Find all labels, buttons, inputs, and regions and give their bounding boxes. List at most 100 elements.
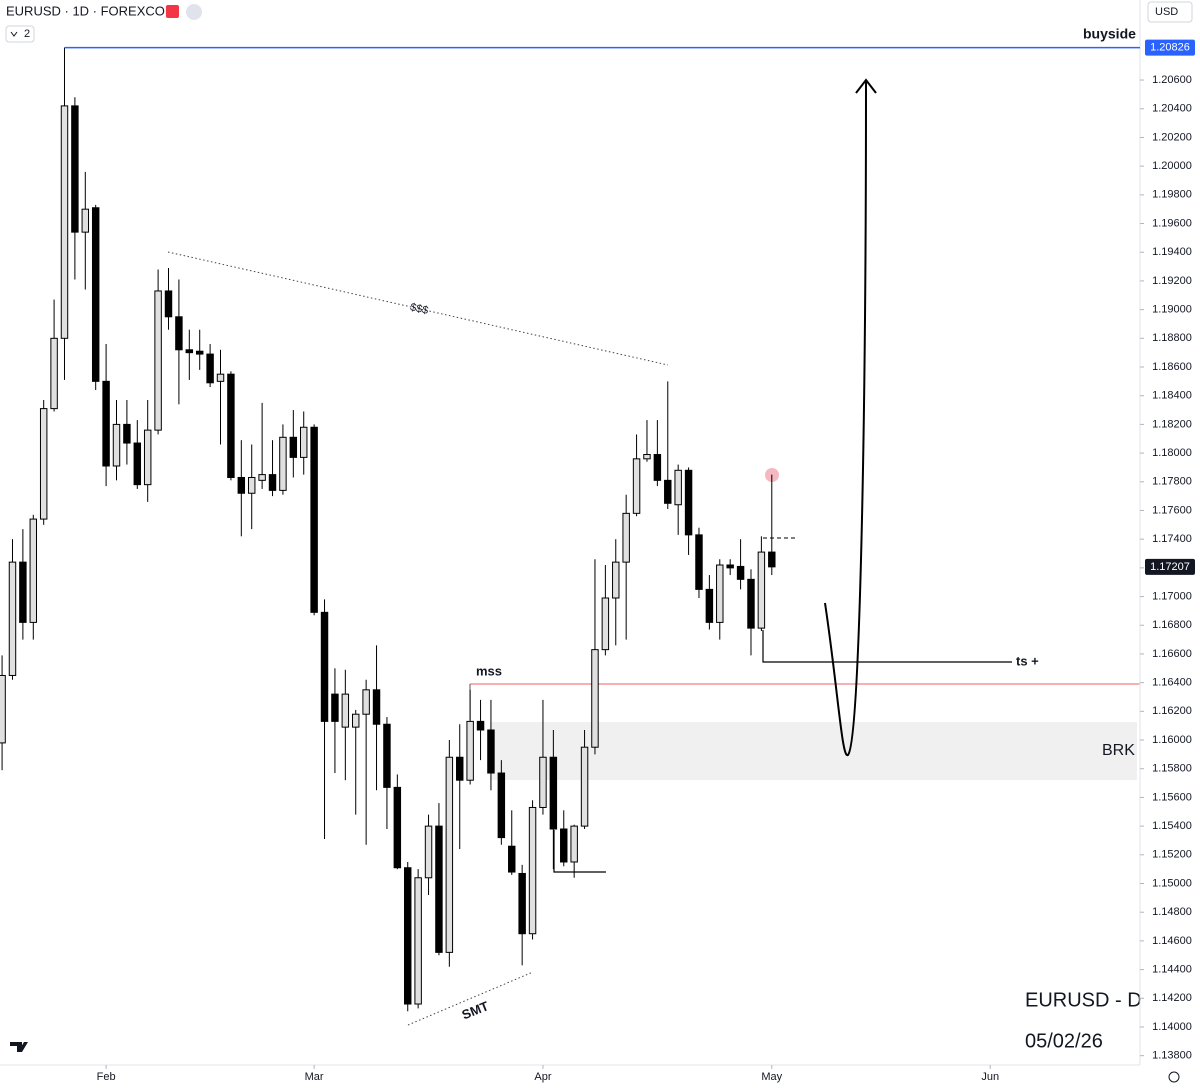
- candle-body: [549, 756, 558, 830]
- candle-body: [268, 474, 277, 491]
- candle-body: [310, 426, 318, 613]
- x-tick-label: Jun: [981, 1071, 999, 1083]
- candle-body: [487, 729, 495, 774]
- y-tick-label: 1.20200: [1152, 131, 1192, 143]
- y-tick-label: 1.15200: [1152, 849, 1192, 861]
- candle-body: [695, 534, 703, 590]
- candle-body: [112, 423, 121, 467]
- y-tick-label: 1.15600: [1152, 791, 1192, 803]
- candle-body: [684, 469, 693, 536]
- scale-button-label[interactable]: 2: [24, 28, 30, 40]
- projection-path: [824, 81, 867, 757]
- y-tick-label: 1.16800: [1152, 619, 1192, 631]
- y-tick-label: 1.15400: [1152, 820, 1192, 832]
- candle-body: [570, 825, 578, 863]
- candle-body: [50, 337, 58, 410]
- candle-body: [352, 713, 360, 728]
- flag-icon: [166, 5, 179, 18]
- candle-body: [601, 597, 610, 651]
- y-tick-label: 1.20400: [1152, 103, 1192, 115]
- candle-body: [518, 872, 526, 935]
- currency-button[interactable]: [1147, 1, 1193, 23]
- y-tick-label: 1.19400: [1152, 246, 1192, 258]
- symbol-title: EURUSD · 1D · FOREXCOM: [6, 3, 176, 18]
- candle-body: [591, 649, 599, 748]
- candle-body: [383, 723, 391, 788]
- y-tick-label: 1.14400: [1152, 963, 1192, 975]
- y-tick-label: 1.14600: [1152, 935, 1192, 947]
- candles: [0, 47, 776, 1012]
- x-tick-label: Feb: [97, 1071, 116, 1083]
- y-tick-label: 1.17000: [1152, 590, 1192, 602]
- y-tick-label: 1.16200: [1152, 705, 1192, 717]
- candle-body: [424, 825, 433, 879]
- candle-body: [133, 442, 142, 486]
- candle-body: [580, 746, 589, 827]
- candle-body: [466, 720, 474, 781]
- price-label-box: [1145, 39, 1195, 56]
- candle-body: [560, 828, 568, 863]
- mss-label: mss: [476, 663, 502, 678]
- candle-body: [289, 436, 298, 458]
- header: EURUSD · 1D · FOREXCOM 2 USD: [5, 1, 1193, 1083]
- candle-body: [164, 290, 173, 318]
- candle-body: [497, 772, 506, 839]
- y-tick-label: 1.13800: [1152, 1050, 1192, 1062]
- candle-body: [123, 423, 131, 444]
- candle-body: [143, 429, 152, 486]
- projection-arrow: [855, 78, 877, 94]
- low-marker: [553, 830, 606, 873]
- ts-label: ts +: [1016, 653, 1039, 668]
- y-tick-label: 1.16600: [1152, 648, 1192, 660]
- candle-body: [716, 564, 724, 623]
- candle-body: [726, 564, 734, 569]
- x-tick-label: Mar: [305, 1071, 324, 1083]
- scale-button[interactable]: [5, 25, 35, 43]
- price-label-box: [1145, 558, 1195, 575]
- settings-icon[interactable]: [1168, 1071, 1180, 1083]
- y-tick-label: 1.14200: [1152, 992, 1192, 1004]
- y-tick-label: 1.17400: [1152, 533, 1192, 545]
- candle-body: [39, 408, 48, 520]
- candle-body: [476, 720, 485, 731]
- currency-label[interactable]: USD: [1155, 6, 1178, 18]
- candle-body: [372, 689, 381, 725]
- y-tick-label: 1.20000: [1152, 160, 1192, 172]
- candle-body: [185, 349, 194, 354]
- candle-body: [154, 290, 162, 431]
- candle-body: [29, 518, 38, 623]
- y-tick-label: 1.19600: [1152, 217, 1192, 229]
- candle-body: [747, 578, 755, 629]
- candle-body: [71, 105, 79, 233]
- candle-body: [341, 693, 350, 728]
- date-label: 05/02/26: [1025, 1030, 1103, 1052]
- candle-body: [299, 426, 308, 458]
- smt-label: SMT: [460, 998, 491, 1022]
- y-tick-label: 1.17800: [1152, 476, 1192, 488]
- y-tick-label: 1.16400: [1152, 677, 1192, 689]
- candle-body: [175, 316, 183, 351]
- candle-body: [393, 786, 402, 869]
- candle-body: [362, 689, 370, 715]
- candle-body: [8, 561, 17, 676]
- y-tick-label: 1.19800: [1152, 189, 1192, 201]
- candle-body: [60, 105, 69, 339]
- candle-body: [508, 845, 516, 873]
- smt-trendline: [407, 971, 534, 1026]
- candle-body: [528, 806, 537, 935]
- candle-body: [768, 551, 776, 568]
- candle-body: [227, 373, 235, 478]
- ts-line: [762, 630, 1012, 663]
- price-label: 1.17207: [1150, 561, 1190, 573]
- candle-body: [757, 551, 766, 629]
- price-label: 1.20826: [1150, 42, 1190, 54]
- candle-body: [539, 756, 547, 808]
- candle-body: [81, 208, 90, 233]
- annotations: buyside $$$ mss ts + BRK SMT EURUSD - D …: [167, 26, 1142, 1052]
- candle-body: [206, 353, 214, 384]
- candle-body: [19, 561, 27, 623]
- candle-body: [622, 512, 630, 563]
- candle-body: [331, 693, 339, 722]
- candle-body: [612, 561, 620, 599]
